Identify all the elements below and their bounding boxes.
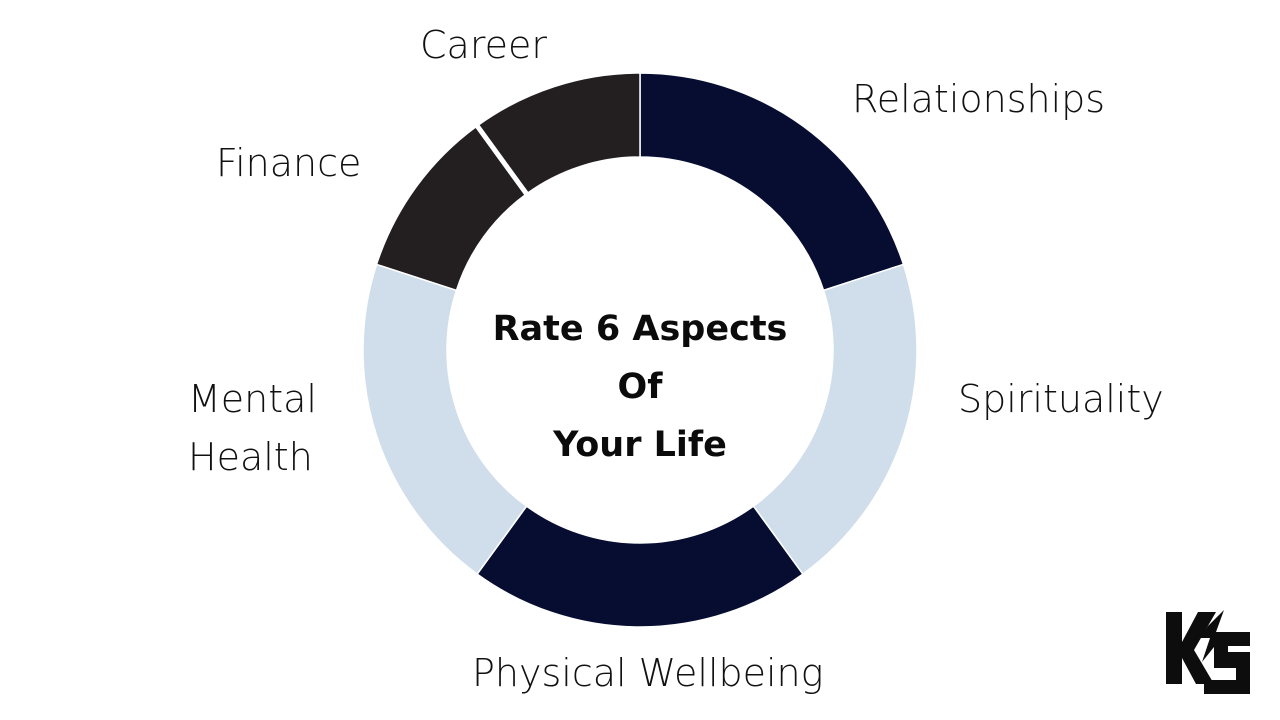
ks-logo-bolt bbox=[1200, 610, 1226, 662]
center-title-line-1: Rate 6 Aspects Of bbox=[492, 309, 788, 407]
segment-label-career-line: Career bbox=[420, 23, 547, 67]
segment-relationships bbox=[639, 72, 905, 292]
center-title-line-2: Your Life bbox=[553, 425, 727, 465]
segment-label-finance-line: Finance bbox=[216, 141, 362, 185]
segment-divider bbox=[473, 122, 530, 197]
segment-label-mental-health-line-1: Mental bbox=[188, 377, 317, 421]
segment-label-career: Career bbox=[420, 16, 547, 74]
segment-label-spirituality-line: Spirituality bbox=[958, 377, 1164, 421]
segment-career bbox=[476, 72, 641, 195]
segment-label-relationships-line: Relationships bbox=[852, 77, 1106, 121]
ks-logo bbox=[1166, 610, 1250, 694]
segment-label-physical-wellbeing: Physical Wellbeing bbox=[472, 644, 823, 702]
segment-label-mental-health-line-2: Health bbox=[188, 435, 313, 479]
segment-physical-wellbeing bbox=[476, 505, 804, 628]
ks-logo-s bbox=[1204, 632, 1250, 694]
segment-label-finance: Finance bbox=[216, 134, 361, 192]
ks-logo-k bbox=[1166, 612, 1216, 684]
segment-label-mental-health: Mental Health bbox=[188, 370, 317, 486]
segment-label-physical-wellbeing-line: Physical Wellbeing bbox=[472, 651, 824, 695]
segment-spirituality bbox=[752, 263, 918, 576]
segment-label-relationships: Relationships bbox=[852, 70, 1105, 128]
segment-label-spirituality: Spirituality bbox=[958, 370, 1164, 428]
segment-mental-health bbox=[362, 263, 528, 576]
center-title: Rate 6 Aspects Of Your Life bbox=[465, 300, 815, 474]
